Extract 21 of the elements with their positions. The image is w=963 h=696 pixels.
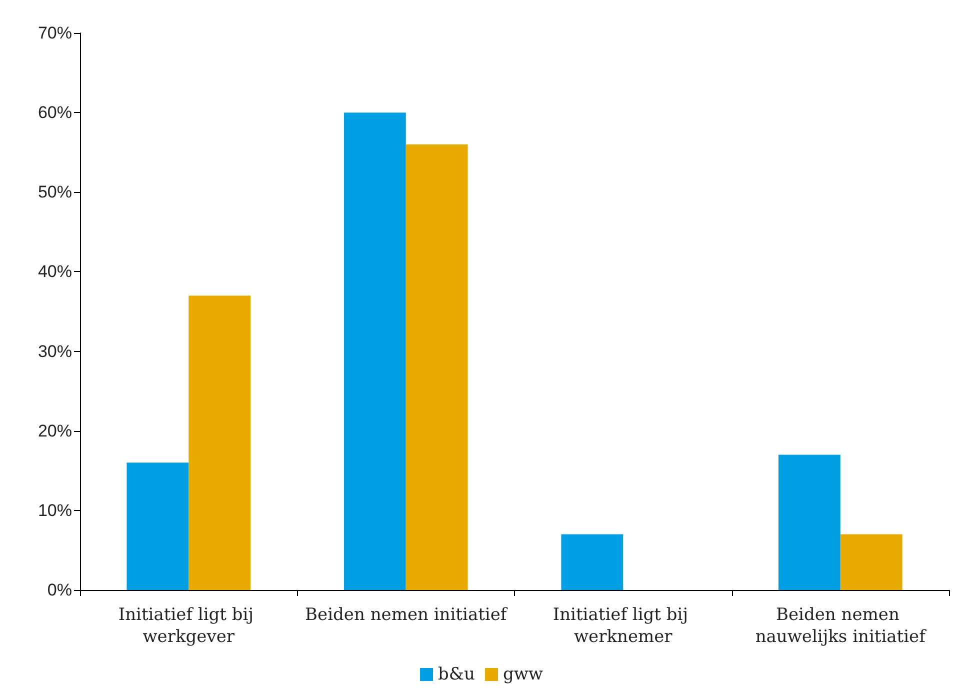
bar — [778, 454, 840, 590]
bar — [840, 534, 902, 590]
x-tick-label: Initiatief ligt bij werkgever — [118, 605, 259, 647]
y-tick-label: 10% — [38, 500, 72, 520]
x-tick-label: Beiden nemen initiatief — [305, 605, 508, 625]
x-tick-label: Initiatief ligt bij werknemer — [552, 605, 694, 647]
y-tick-label: 50% — [38, 182, 72, 202]
y-tick-label: 30% — [38, 342, 72, 361]
x-tick-label: Beiden nemen nauwelijks initiatief — [755, 605, 928, 647]
bar — [344, 112, 406, 590]
legend-label: b&u — [438, 664, 476, 684]
bar — [406, 144, 468, 590]
bar — [188, 296, 251, 590]
y-tick-label: 0% — [47, 580, 72, 600]
y-tick-label: 20% — [38, 421, 72, 440]
y-tick-label: 60% — [38, 103, 72, 122]
y-tick-label: 40% — [38, 262, 72, 282]
legend-label: gww — [502, 664, 544, 684]
bar — [561, 534, 624, 590]
y-tick-label: 70% — [38, 24, 72, 42]
bar — [126, 462, 189, 590]
